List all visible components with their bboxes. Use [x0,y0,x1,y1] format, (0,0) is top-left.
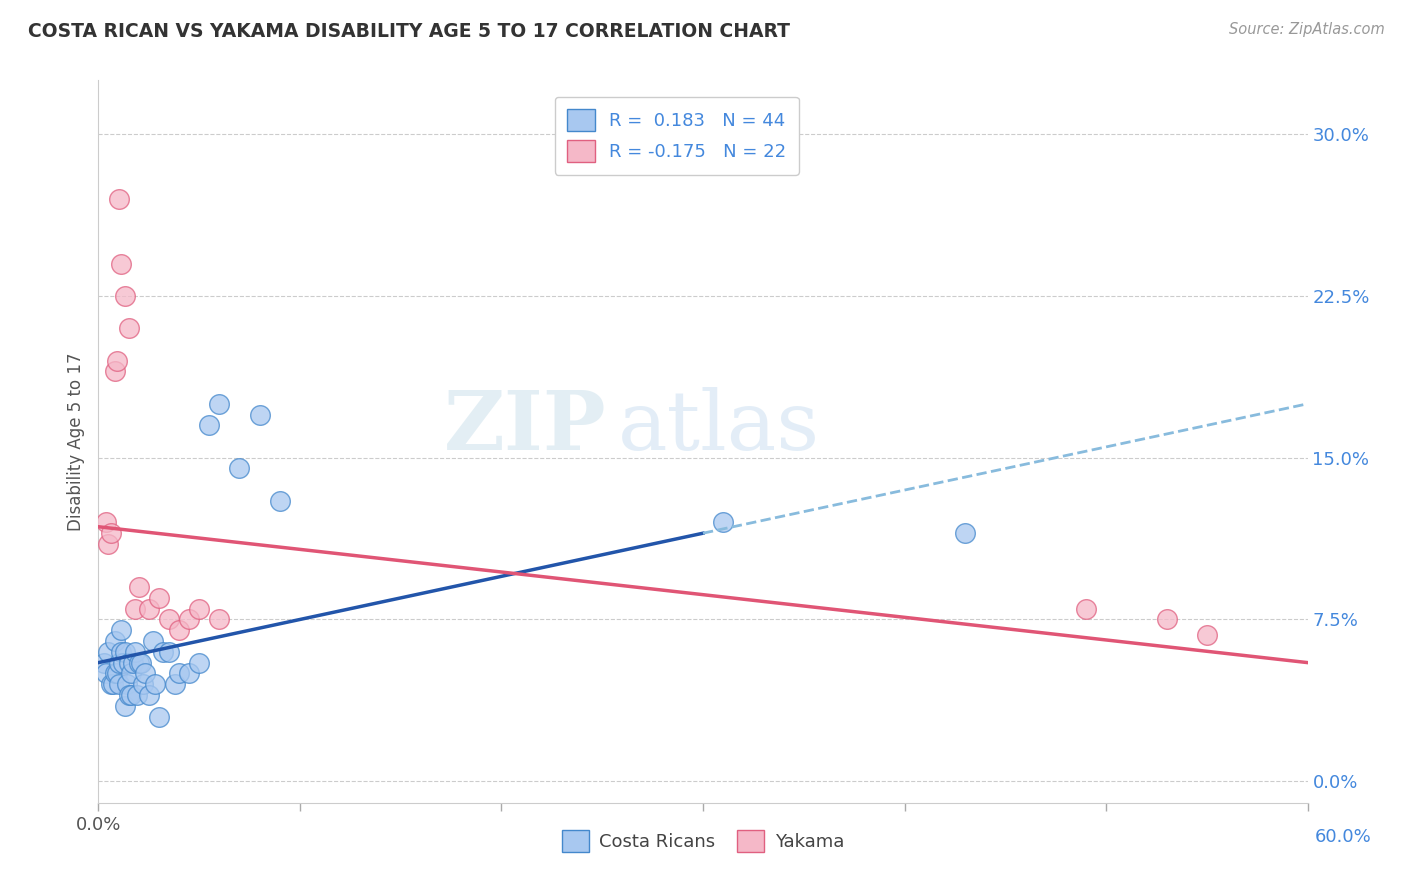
Point [142,634,165,648]
Point [101,677,124,691]
Point [114,645,136,659]
Point [179,666,201,681]
Point [93,656,115,670]
Point [143,677,166,691]
Point [125,688,148,702]
Point [167,624,190,638]
Point [129,656,152,670]
Point [128,656,150,670]
Point [269,493,291,508]
Point [103,634,125,648]
Point [148,591,170,605]
Point [103,666,125,681]
Point [115,677,138,691]
Point [124,645,146,659]
Point [198,418,221,433]
Point [148,709,170,723]
Point [591,138,613,153]
Y-axis label: Disability Age 5 to 17: Disability Age 5 to 17 [67,352,86,531]
Point [118,321,141,335]
Point [128,580,150,594]
Point [107,192,129,206]
Point [105,666,128,681]
Point [110,257,132,271]
Point [179,612,201,626]
Point [124,601,146,615]
Point [114,698,136,713]
Point [118,688,141,702]
Point [96,516,118,530]
Text: Source: ZipAtlas.com: Source: ZipAtlas.com [1229,22,1385,37]
Point [138,601,160,615]
Point [96,666,118,681]
Point [132,677,155,691]
Point [110,645,132,659]
Point [163,677,186,691]
Point [120,666,142,681]
Point [107,677,129,691]
Text: ZIP: ZIP [444,387,606,467]
Point [208,612,231,626]
Point [1195,627,1218,641]
Point [953,526,976,541]
Text: atlas: atlas [619,387,821,467]
Text: COSTA RICAN VS YAKAMA DISABILITY AGE 5 TO 17 CORRELATION CHART: COSTA RICAN VS YAKAMA DISABILITY AGE 5 T… [28,22,790,41]
Point [120,688,142,702]
Point [105,353,128,368]
Point [157,612,180,626]
Text: 60.0%: 60.0% [1315,828,1371,846]
Point [711,516,734,530]
Point [1156,612,1178,626]
Point [138,688,160,702]
Point [152,645,174,659]
Point [97,537,120,551]
Point [188,656,211,670]
Point [100,526,122,541]
Point [121,656,143,670]
Point [1074,601,1097,615]
Point [228,461,250,475]
Point [167,666,190,681]
Point [110,624,132,638]
Point [114,289,136,303]
Point [249,408,271,422]
Point [134,666,156,681]
Point [118,656,141,670]
Point [111,656,134,670]
Point [208,397,231,411]
Legend: Costa Ricans, Yakama: Costa Ricans, Yakama [554,822,852,859]
Point [107,656,129,670]
Point [100,677,122,691]
Point [103,364,125,378]
Point [157,645,180,659]
Point [97,645,120,659]
Point [188,601,211,615]
